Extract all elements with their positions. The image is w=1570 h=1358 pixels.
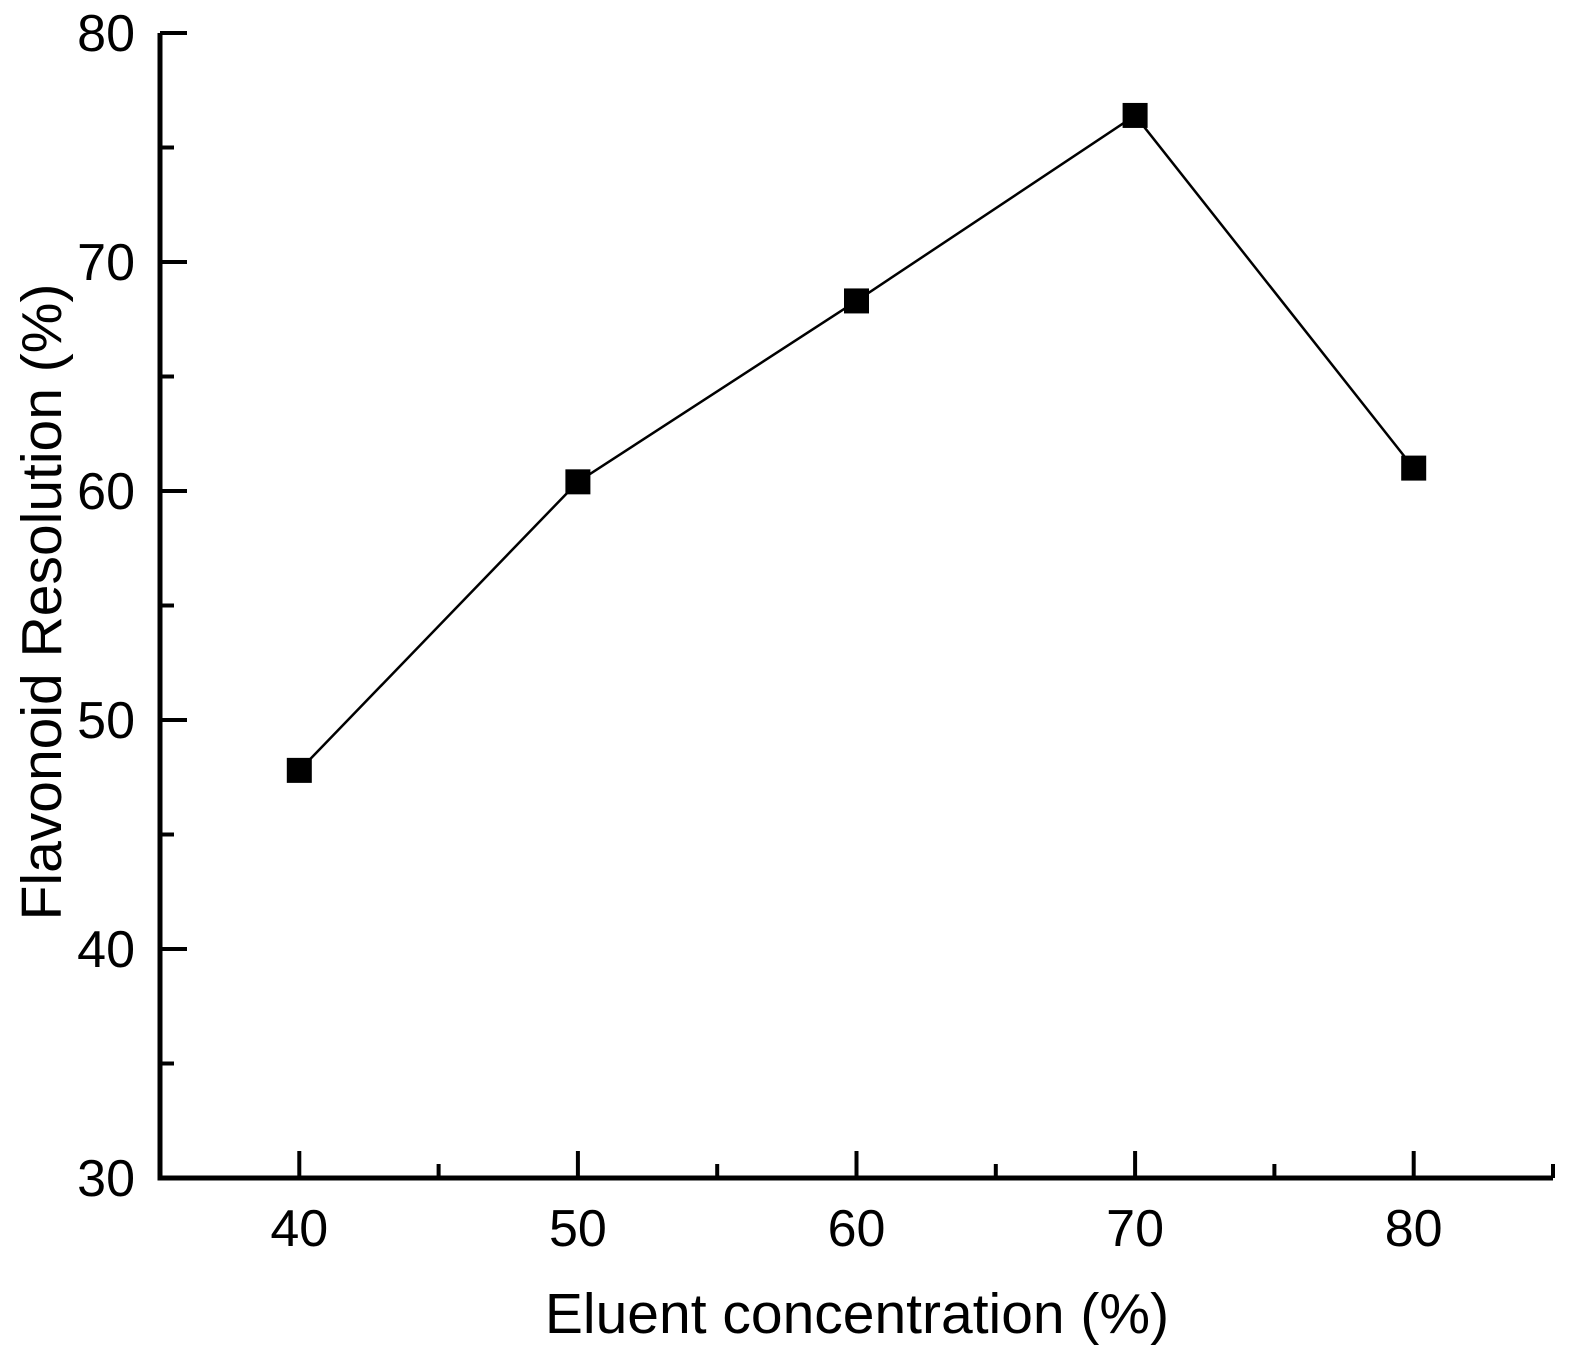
y-tick-label: 80 [77, 5, 135, 63]
x-axis-label: Eluent concentration (%) [544, 1282, 1170, 1346]
data-point-marker [1401, 455, 1427, 481]
x-tick-label: 60 [828, 1200, 886, 1258]
x-tick-label: 50 [549, 1200, 607, 1258]
x-tick-label: 80 [1385, 1200, 1443, 1258]
y-tick-label: 40 [77, 921, 135, 979]
data-point-marker [286, 757, 312, 783]
data-point-marker [844, 288, 869, 314]
y-tick-label: 50 [77, 692, 135, 750]
data-line [298, 113, 1415, 772]
x-tick-label: 70 [1106, 1200, 1164, 1258]
data-point-marker [1122, 102, 1148, 128]
y-axis-label: Flavonoid Resolution (%) [10, 283, 74, 921]
x-tick-label: 40 [270, 1200, 328, 1258]
y-tick-label: 30 [77, 1150, 135, 1208]
y-tick-label: 70 [77, 234, 135, 292]
y-tick-label: 60 [77, 463, 135, 521]
data-point-marker [565, 469, 591, 495]
